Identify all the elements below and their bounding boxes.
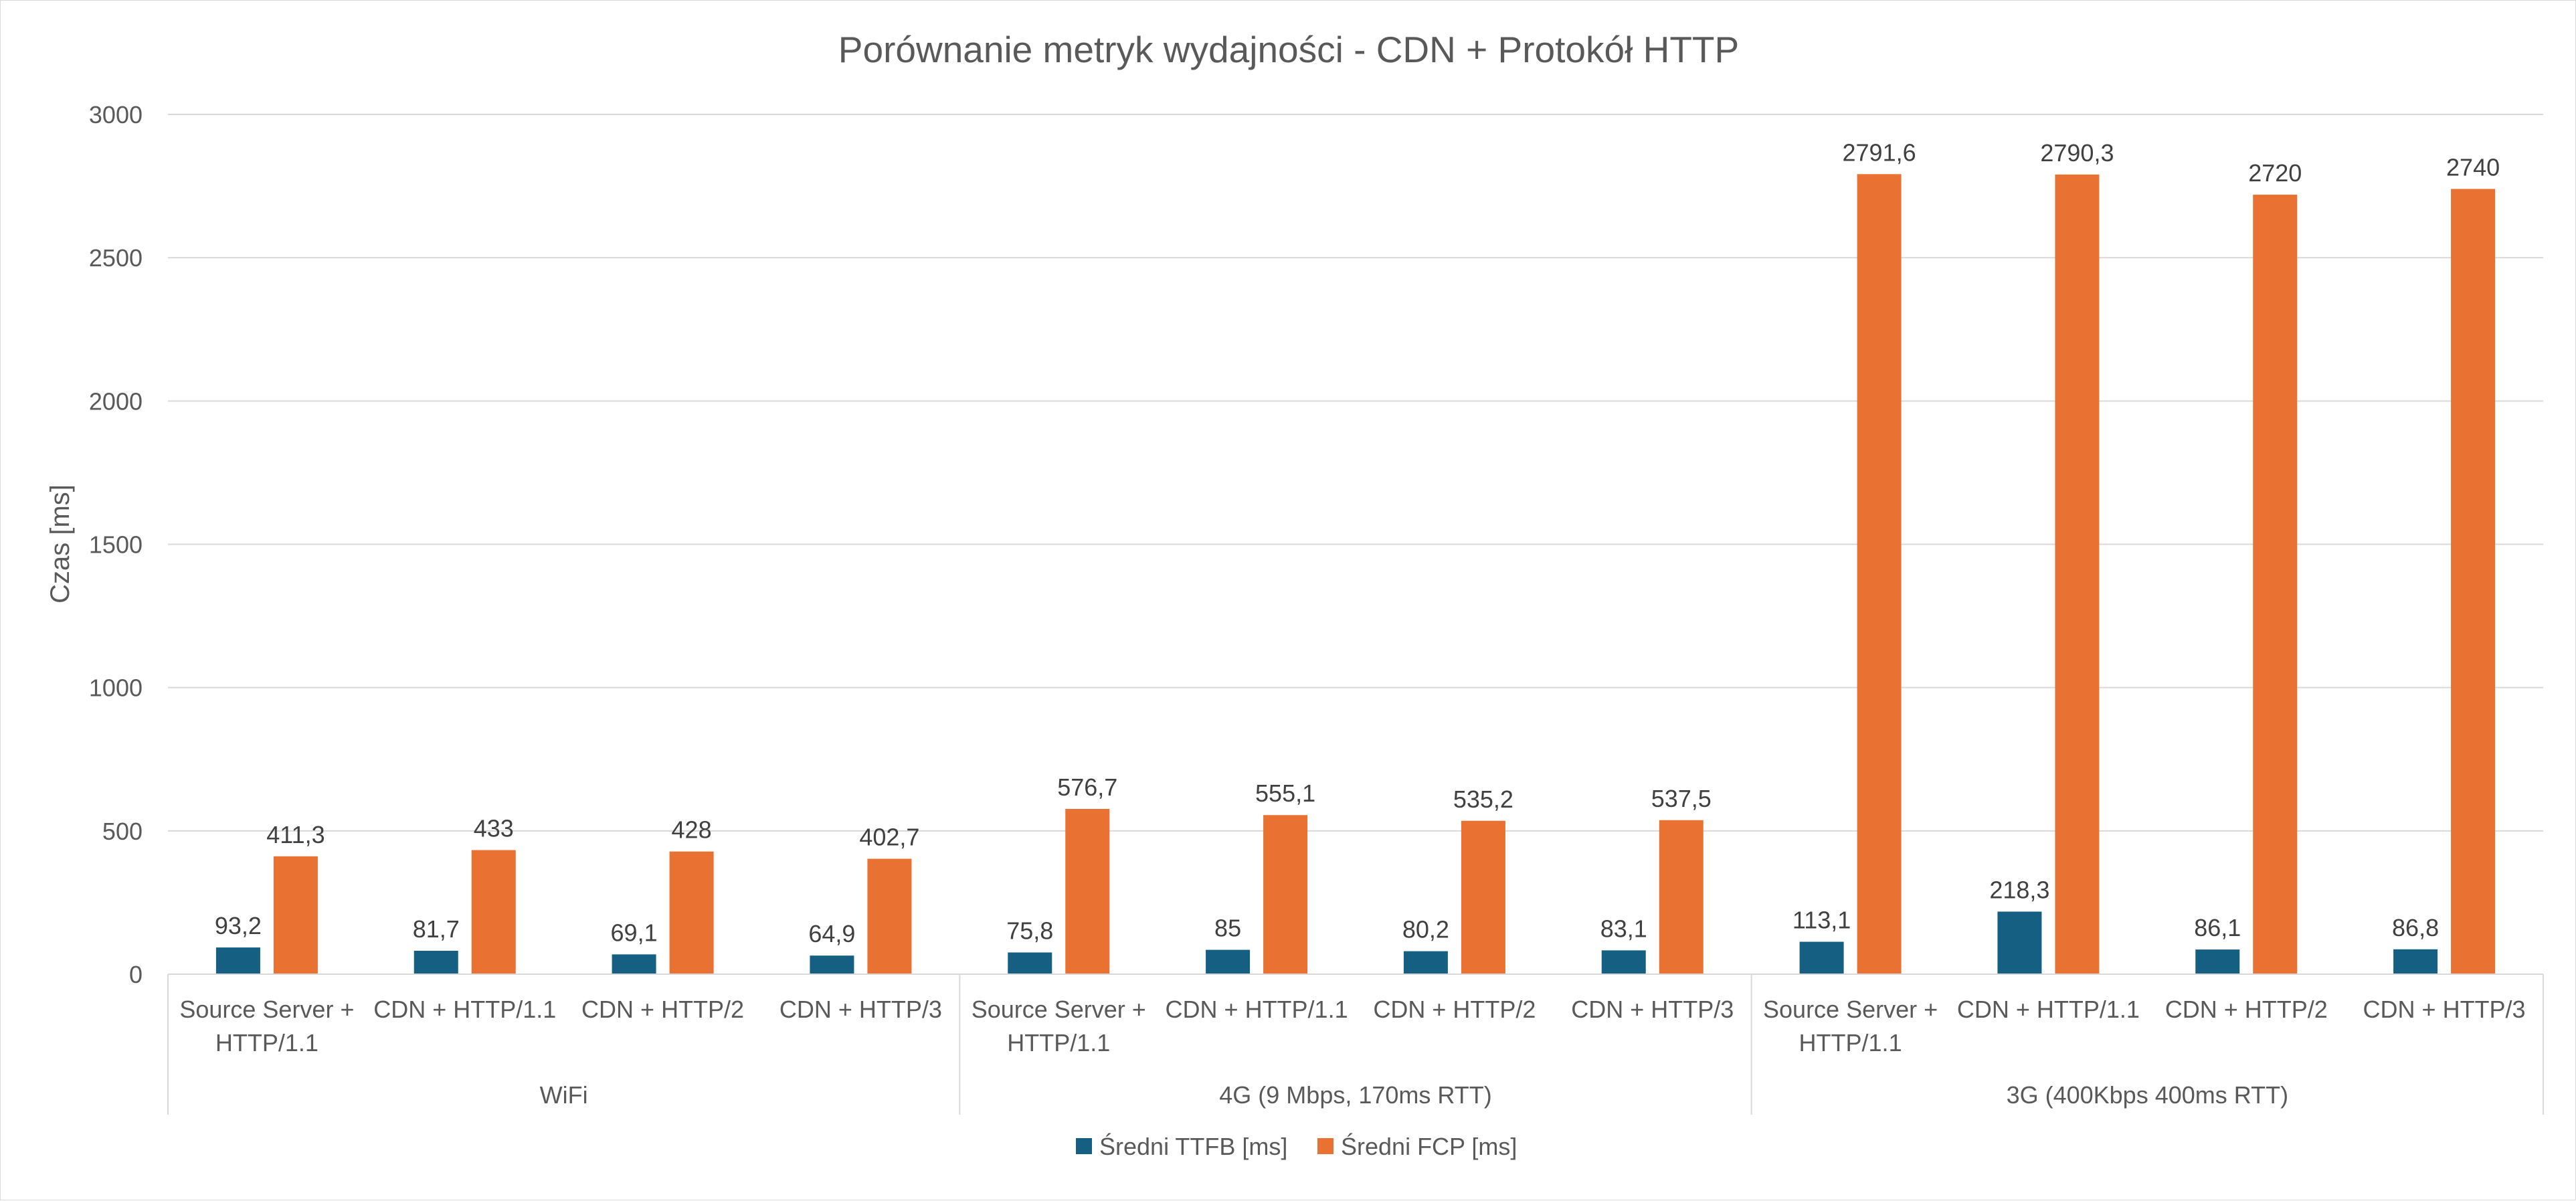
bar-ttfb — [810, 955, 854, 974]
bar-ttfb — [413, 951, 458, 974]
category-label: CDN + HTTP/1.1 — [373, 996, 556, 1023]
bar-fcp — [2253, 194, 2298, 974]
data-label: 64,9 — [808, 920, 855, 947]
chart-title: Porównanie metryk wydajności - CDN + Pro… — [838, 29, 1739, 70]
bars — [215, 174, 2496, 975]
data-label: 86,1 — [2194, 914, 2241, 941]
y-axis-ticks: 0 500 1000 1500 2000 2500 3000 — [89, 101, 143, 988]
data-label: 85 — [1214, 915, 1241, 942]
group-label: 4G (9 Mbps, 170ms RTT) — [1219, 1081, 1491, 1109]
legend-label: Średni TTFB [ms] — [1099, 1132, 1287, 1160]
bar-ttfb — [1601, 950, 1646, 974]
data-labels: 93,2 81,7 69,1 64,9 75,8 85 80,2 83,1 113,1 218,3… — [215, 138, 2500, 947]
y-axis-title: Czas [ms] — [45, 484, 75, 604]
bar-fcp — [471, 850, 516, 974]
bar-fcp — [1659, 820, 1704, 974]
category-label: Source Server + HTTP/1.1 — [972, 996, 1146, 1056]
bar-ttfb — [612, 954, 656, 974]
bar-ttfb — [1799, 941, 1844, 974]
data-label: 428 — [672, 816, 712, 844]
data-label: 576,7 — [1057, 773, 1117, 801]
data-label: 2740 — [2446, 153, 2500, 181]
data-label: 2790,3 — [2040, 139, 2114, 167]
data-label: 113,1 — [1792, 907, 1851, 934]
bar-ttfb — [215, 947, 260, 974]
y-tick-label: 2000 — [89, 387, 143, 415]
data-label: 83,1 — [1600, 915, 1647, 942]
bar-fcp — [2451, 189, 2496, 974]
category-label: CDN + HTTP/3 — [779, 996, 942, 1023]
bar-ttfb — [1206, 949, 1251, 974]
bar-fcp — [1263, 815, 1308, 974]
bar-ttfb — [2195, 949, 2240, 974]
category-label: CDN + HTTP/2 — [1373, 996, 1536, 1023]
bar-fcp — [2055, 174, 2100, 974]
bar-ttfb — [1997, 911, 2042, 974]
data-label: 535,2 — [1453, 786, 1513, 813]
bar-ttfb — [2393, 949, 2438, 974]
bar-fcp — [1857, 174, 1902, 975]
y-tick-label: 0 — [129, 961, 143, 988]
category-label: CDN + HTTP/2 — [581, 996, 744, 1023]
data-label: 75,8 — [1006, 917, 1053, 945]
gridlines — [168, 114, 2543, 832]
data-label: 80,2 — [1402, 916, 1449, 943]
bar-fcp — [669, 851, 714, 974]
legend-swatch — [1317, 1138, 1333, 1154]
y-tick-label: 2500 — [89, 244, 143, 272]
category-label: CDN + HTTP/1.1 — [1957, 996, 2140, 1023]
legend: Średni TTFB [ms] Średni FCP [ms] — [1076, 1132, 1517, 1160]
category-label: CDN + HTTP/3 — [2363, 996, 2526, 1023]
bar-fcp — [867, 858, 912, 974]
category-label: Source Server + HTTP/1.1 — [1763, 996, 1938, 1056]
data-label: 537,5 — [1651, 785, 1712, 812]
y-tick-label: 500 — [102, 818, 143, 845]
data-label: 2720 — [2248, 159, 2302, 187]
data-label: 433 — [474, 815, 514, 842]
category-label: CDN + HTTP/1.1 — [1166, 996, 1348, 1023]
bar-ttfb — [1008, 952, 1052, 974]
group-label: 3G (400Kbps 400ms RTT) — [2007, 1081, 2289, 1109]
category-label: CDN + HTTP/3 — [1571, 996, 1734, 1023]
bar-fcp — [273, 856, 318, 974]
data-label: 81,7 — [413, 915, 460, 943]
data-label: 93,2 — [215, 912, 262, 939]
y-tick-label: 1500 — [89, 531, 143, 559]
legend-label: Średni FCP [ms] — [1341, 1132, 1517, 1160]
bar-ttfb — [1403, 951, 1448, 974]
data-label: 69,1 — [611, 919, 658, 946]
data-label: 218,3 — [1989, 876, 2049, 903]
category-label: Source Server + HTTP/1.1 — [179, 996, 354, 1056]
legend-swatch — [1076, 1138, 1092, 1154]
data-label: 411,3 — [266, 821, 325, 848]
y-tick-label: 3000 — [89, 101, 143, 128]
bar-fcp — [1461, 820, 1505, 974]
data-label: 2791,6 — [1843, 138, 1916, 166]
y-tick-label: 1000 — [89, 674, 143, 702]
data-label: 402,7 — [859, 824, 919, 851]
bar-fcp — [1065, 808, 1110, 974]
group-label: WiFi — [540, 1081, 588, 1109]
data-label: 555,1 — [1255, 779, 1315, 807]
x-axis: Source Server + HTTP/1.1 CDN + HTTP/1.1 CDN… — [167, 974, 2544, 1115]
data-label: 86,8 — [2392, 914, 2439, 941]
category-label: CDN + HTTP/2 — [2165, 996, 2328, 1023]
